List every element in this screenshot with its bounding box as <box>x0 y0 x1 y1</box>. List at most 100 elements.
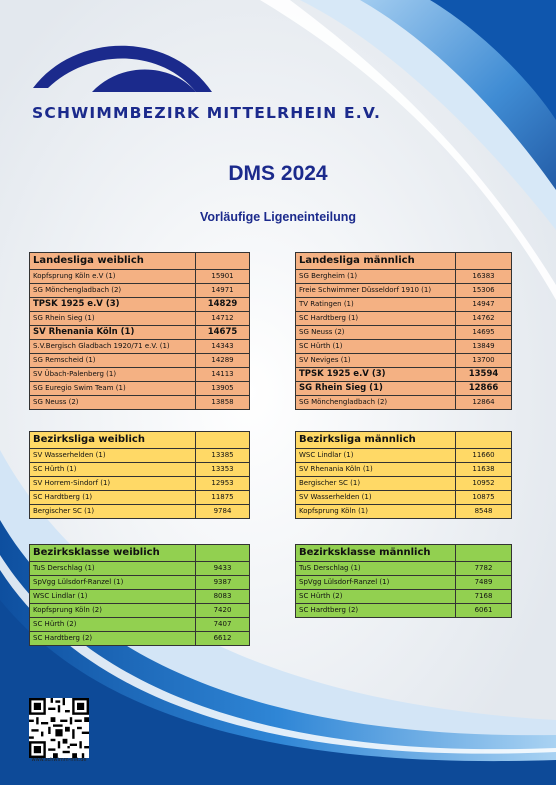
team-name: SV Übach-Palenberg (1) <box>29 367 196 382</box>
team-name: SpVgg Lülsdorf-Ranzel (1) <box>29 575 196 590</box>
team-points: 6612 <box>195 631 250 646</box>
team-points: 13700 <box>455 353 512 368</box>
team-points: 6061 <box>455 603 512 618</box>
page-subtitle: Vorläufige Ligeneinteilung <box>199 210 357 224</box>
team-name: TPSK 1925 e.V (3) <box>29 297 196 312</box>
table-header-row: Bezirksklasse männlich <box>295 544 512 562</box>
team-points: 7407 <box>195 617 250 632</box>
table-header-row: Landesliga männlich <box>295 252 512 270</box>
team-points: 14675 <box>195 325 250 340</box>
team-points: 13849 <box>455 339 512 354</box>
table-row: WSC Lindlar (1) 8083 <box>29 589 250 604</box>
team-points: 12864 <box>455 395 512 410</box>
team-name: TuS Derschlag (1) <box>29 561 196 576</box>
team-name: SG Rhein Sieg (1) <box>295 381 456 396</box>
team-points: 13905 <box>195 381 250 396</box>
table-row: SG Rhein Sieg (1) 14712 <box>29 311 250 326</box>
team-points: 9433 <box>195 561 250 576</box>
table-row: Kopfsprung Köln (1) 8548 <box>295 504 512 519</box>
team-points: 14695 <box>455 325 512 340</box>
table-header-row: Bezirksliga weiblich <box>29 431 250 449</box>
table-row: TPSK 1925 e.V (3) 13594 <box>295 367 512 382</box>
team-points: 8548 <box>455 504 512 519</box>
team-points: 12866 <box>455 381 512 396</box>
team-points: 8083 <box>195 589 250 604</box>
table-row: Kopfsprung Köln e.V (1) 15901 <box>29 269 250 284</box>
league-title: Landesliga männlich <box>295 252 456 270</box>
table-row: SpVgg Lülsdorf-Ranzel (1) 9387 <box>29 575 250 590</box>
organization-name: SCHWIMMBEZIRK MITTELRHEIN E.V. <box>32 104 382 122</box>
table-row: Freie Schwimmer Düsseldorf 1910 (1) 15306 <box>295 283 512 298</box>
team-points: 9387 <box>195 575 250 590</box>
team-name: SV Rhenania Köln (1) <box>295 462 456 477</box>
team-points: 7489 <box>455 575 512 590</box>
team-name: TPSK 1925 e.V (3) <box>295 367 456 382</box>
table-row: SC Hardtberg (2) 6061 <box>295 603 512 618</box>
team-name: SC Hürth (2) <box>29 617 196 632</box>
qr-code-icon[interactable] <box>29 698 89 758</box>
league-title-spacer <box>195 544 250 562</box>
team-points: 14971 <box>195 283 250 298</box>
table-row: SG Neuss (2) 13858 <box>29 395 250 410</box>
team-name: SG Remscheid (1) <box>29 353 196 368</box>
table-row: SC Hardtberg (1) 11875 <box>29 490 250 505</box>
league-title: Bezirksliga weiblich <box>29 431 196 449</box>
league-title: Bezirksklasse weiblich <box>29 544 196 562</box>
team-name: Kopfsprung Köln (2) <box>29 603 196 618</box>
league-title: Bezirksliga männlich <box>295 431 456 449</box>
qr-caption: www.schwimm-mit.de <box>31 757 87 763</box>
team-name: SG Rhein Sieg (1) <box>29 311 196 326</box>
team-name: SV Wasserhelden (1) <box>29 448 196 463</box>
league-title: Landesliga weiblich <box>29 252 196 270</box>
team-points: 9784 <box>195 504 250 519</box>
team-points: 14343 <box>195 339 250 354</box>
team-name: S.V.Bergisch Gladbach 1920/71 e.V. (1) <box>29 339 196 354</box>
team-name: SG Neuss (2) <box>295 325 456 340</box>
table-row: TV Ratingen (1) 14947 <box>295 297 512 312</box>
table-row: SC Hardtberg (1) 14762 <box>295 311 512 326</box>
team-name: SC Hürth (1) <box>295 339 456 354</box>
table-row: SV Rhenania Köln (1) 11638 <box>295 462 512 477</box>
team-name: SC Hardtberg (2) <box>29 631 196 646</box>
team-points: 12953 <box>195 476 250 491</box>
league-title-spacer <box>455 544 512 562</box>
team-points: 7782 <box>455 561 512 576</box>
table-bezirksklasse-weiblich: Bezirksklasse weiblich TuS Derschlag (1) 9… <box>29 544 250 646</box>
table-bezirksklasse-maennlich: Bezirksklasse männlich TuS Derschlag (1) 7… <box>295 544 512 618</box>
team-points: 15306 <box>455 283 512 298</box>
team-name: SpVgg Lülsdorf-Ranzel (1) <box>295 575 456 590</box>
table-row: TuS Derschlag (1) 9433 <box>29 561 250 576</box>
league-title-spacer <box>195 252 250 270</box>
team-points: 14947 <box>455 297 512 312</box>
team-name: SG Neuss (2) <box>29 395 196 410</box>
team-points: 14113 <box>195 367 250 382</box>
team-points: 13858 <box>195 395 250 410</box>
team-points: 11660 <box>455 448 512 463</box>
table-row: SV Neviges (1) 13700 <box>295 353 512 368</box>
team-name: SV Rhenania Köln (1) <box>29 325 196 340</box>
table-row: Kopfsprung Köln (2) 7420 <box>29 603 250 618</box>
table-header-row: Bezirksliga männlich <box>295 431 512 449</box>
table-row: SG Mönchengladbach (2) 14971 <box>29 283 250 298</box>
team-name: WSC Lindlar (1) <box>29 589 196 604</box>
table-row: SV Wasserhelden (1) 10875 <box>295 490 512 505</box>
table-bezirksliga-weiblich: Bezirksliga weiblich SV Wasserhelden (1) 1… <box>29 431 250 519</box>
table-row: SV Horrem-Sindorf (1) 12953 <box>29 476 250 491</box>
table-row: SG Bergheim (1) 16383 <box>295 269 512 284</box>
team-name: Kopfsprung Köln (1) <box>295 504 456 519</box>
logo-arc-icon <box>33 45 212 92</box>
table-row: SpVgg Lülsdorf-Ranzel (1) 7489 <box>295 575 512 590</box>
team-name: SG Mönchengladbach (2) <box>295 395 456 410</box>
team-name: Bergischer SC (1) <box>29 504 196 519</box>
table-row: SG Remscheid (1) 14289 <box>29 353 250 368</box>
team-points: 13385 <box>195 448 250 463</box>
table-row: SC Hürth (2) 7407 <box>29 617 250 632</box>
team-name: SG Bergheim (1) <box>295 269 456 284</box>
table-landesliga-maennlich: Landesliga männlich SG Bergheim (1) 16383 F… <box>295 252 512 410</box>
table-row: SG Euregio Swim Team (1) 13905 <box>29 381 250 396</box>
league-title-spacer <box>195 431 250 449</box>
team-name: TuS Derschlag (1) <box>295 561 456 576</box>
team-name: TV Ratingen (1) <box>295 297 456 312</box>
team-name: SV Wasserhelden (1) <box>295 490 456 505</box>
